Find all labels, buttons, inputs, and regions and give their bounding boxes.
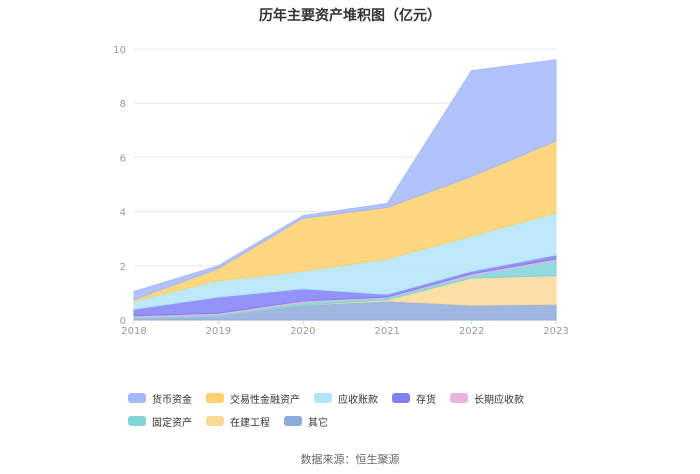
legend-label: 长期应收款 [474, 394, 524, 406]
legend-item[interactable]: 长期应收款 [450, 391, 524, 406]
legend-item[interactable]: 货币资金 [128, 391, 192, 406]
area-layer [133, 59, 557, 321]
x-tick-label: 2021 [374, 326, 399, 337]
legend-item[interactable]: 应收账款 [314, 391, 378, 406]
legend-item[interactable]: 交易性金融资产 [206, 391, 300, 406]
legend: 货币资金 交易性金融资产 应收账款 存货 长期应收款固定资产 在建工程 其它 [128, 388, 598, 434]
legend-item[interactable]: 在建工程 [206, 414, 270, 429]
y-tick-label: 6 [120, 153, 126, 164]
legend-swatch [392, 393, 410, 403]
y-tick-label: 0 [120, 316, 126, 327]
x-tick-label: 2023 [543, 326, 568, 337]
x-tick-label: 2018 [121, 326, 146, 337]
x-tick-label: 2022 [459, 326, 484, 337]
legend-label: 应收账款 [338, 394, 378, 406]
x-tick-label: 2019 [206, 326, 231, 337]
area-series-8[interactable] [133, 59, 557, 301]
y-tick-label: 4 [120, 208, 126, 219]
legend-item[interactable]: 其它 [284, 414, 328, 429]
legend-item[interactable]: 存货 [392, 391, 436, 406]
axis-layer: 0 2 4 6 8 10 2018 2019 2020 2021 2022 2023 [113, 45, 568, 337]
legend-label: 存货 [416, 394, 436, 406]
legend-item[interactable]: 固定资产 [128, 414, 192, 429]
y-tick-label: 8 [120, 99, 126, 110]
legend-swatch [206, 393, 224, 403]
legend-swatch [284, 416, 302, 426]
legend-label: 固定资产 [152, 417, 192, 429]
y-tick-label: 2 [120, 262, 126, 273]
legend-swatch [450, 393, 468, 403]
x-tick-label: 2020 [290, 326, 315, 337]
legend-swatch [206, 416, 224, 426]
chart-title: 历年主要资产堆积图（亿元） [259, 8, 441, 24]
legend-swatch [314, 393, 332, 403]
legend-label: 交易性金融资产 [230, 394, 300, 406]
legend-label: 其它 [308, 417, 328, 429]
legend-label: 货币资金 [152, 394, 192, 406]
legend-swatch [128, 416, 146, 426]
legend-swatch [128, 393, 146, 403]
y-tick-label: 10 [113, 45, 126, 56]
legend-label: 在建工程 [230, 417, 270, 429]
source-text: 数据来源：恒生聚源 [300, 453, 400, 466]
